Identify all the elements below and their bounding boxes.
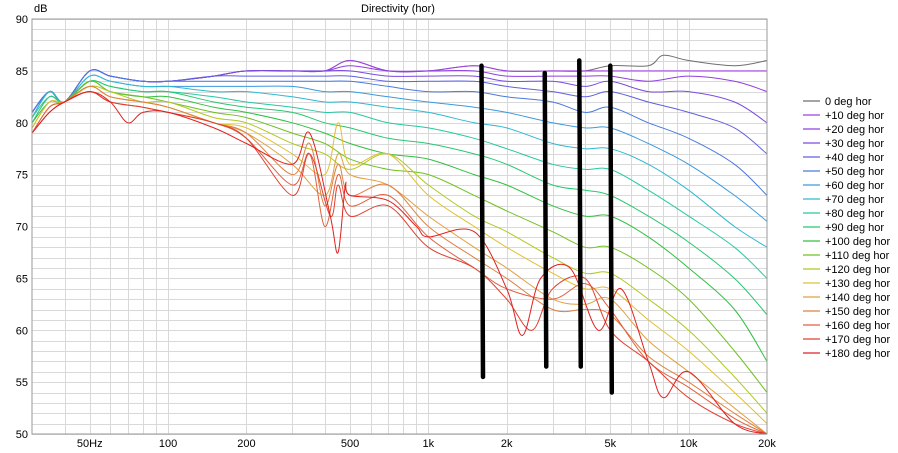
y-tick-label: 85 <box>16 66 28 78</box>
y-axis-ticks: 90 85 80 75 70 65 60 55 50 <box>16 14 28 441</box>
series-line <box>31 85 768 435</box>
series-line <box>31 65 768 113</box>
legend-label: +10 deg hor <box>825 110 884 122</box>
legend-label: +110 deg hor <box>825 250 890 262</box>
legend-label: +160 deg hor <box>825 320 890 332</box>
y-tick-label: 55 <box>16 377 28 389</box>
series-line <box>31 69 768 155</box>
x-tick-label: 500 <box>341 438 359 450</box>
legend-label: 0 deg hor <box>825 96 872 108</box>
legend-label: +20 deg hor <box>825 124 884 136</box>
series-line <box>31 80 768 393</box>
series-line <box>31 85 768 435</box>
legend-label: +60 deg hor <box>825 180 884 192</box>
legend-label: +30 deg hor <box>825 138 884 150</box>
legend: 0 deg hor +10 deg hor +20 deg hor +30 deg h… <box>803 96 890 360</box>
grid <box>32 19 767 435</box>
legend-label: +170 deg hor <box>825 334 890 346</box>
series-line <box>31 69 768 196</box>
series-line <box>31 91 768 435</box>
series-line <box>31 85 768 414</box>
plot-frame <box>31 18 768 435</box>
marker-line <box>608 63 615 395</box>
x-tick-label: 100 <box>159 438 177 450</box>
legend-label: +150 deg hor <box>825 306 890 318</box>
legend-label: +100 deg hor <box>825 236 890 248</box>
series-line <box>31 91 768 435</box>
x-tick-label: 20k <box>758 438 776 450</box>
y-tick-label: 60 <box>16 325 28 337</box>
legend-label: +130 deg hor <box>825 278 890 290</box>
series-line <box>31 85 768 424</box>
marker-line <box>577 58 584 369</box>
y-tick-label: 65 <box>16 273 28 285</box>
legend-label: +140 deg hor <box>825 292 890 304</box>
y-axis-label: dB <box>34 3 47 15</box>
legend-label: +80 deg hor <box>825 208 884 220</box>
series-line <box>31 80 768 279</box>
chart-title: Directivity (hor) <box>361 3 435 15</box>
legend-label: +40 deg hor <box>825 152 884 164</box>
series-line <box>31 74 768 248</box>
y-tick-label: 80 <box>16 118 28 130</box>
legend-label: +90 deg hor <box>825 222 884 234</box>
legend-label: +50 deg hor <box>825 166 884 178</box>
x-axis-ticks: 50Hz 100 200 500 1k 2k 5k 10k 20k <box>77 438 776 450</box>
marker-line <box>542 70 549 369</box>
legend-label: +120 deg hor <box>825 264 890 276</box>
y-tick-label: 70 <box>16 222 28 234</box>
x-tick-label: 2k <box>501 438 513 450</box>
x-tick-label: 1k <box>423 438 435 450</box>
legend-label: +180 deg hor <box>825 348 890 360</box>
x-tick-label: 200 <box>237 438 255 450</box>
legend-label: +70 deg hor <box>825 194 884 206</box>
x-tick-label: 10k <box>680 438 698 450</box>
y-tick-label: 75 <box>16 170 28 182</box>
x-tick-label: 50Hz <box>77 438 103 450</box>
y-tick-label: 90 <box>16 14 28 26</box>
x-tick-label: 5k <box>604 438 616 450</box>
series-group <box>31 54 768 435</box>
y-tick-label: 50 <box>16 429 28 441</box>
series-line <box>31 80 768 316</box>
annotation-markers <box>479 58 615 395</box>
marker-line <box>479 63 486 380</box>
